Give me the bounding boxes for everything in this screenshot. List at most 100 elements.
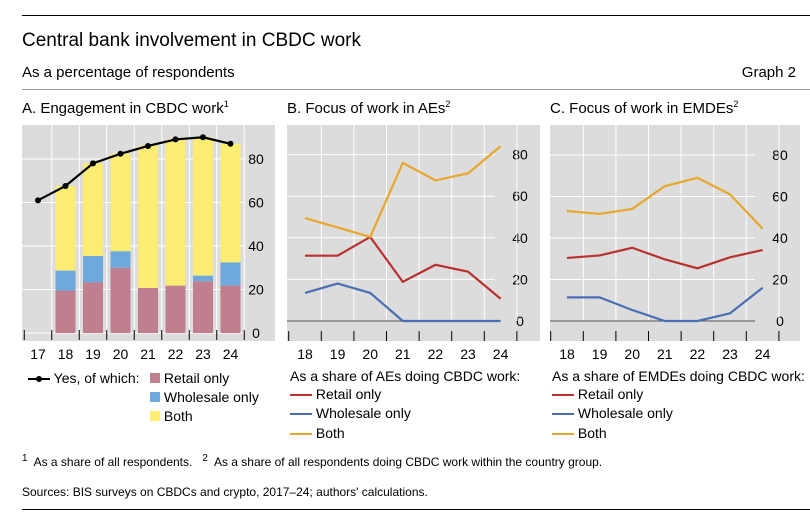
both-line: [304, 145, 502, 239]
bar-both: [220, 143, 241, 263]
legend-retail-bar: Retail only: [150, 370, 229, 386]
yes-point: [145, 142, 151, 149]
both-swatch: [150, 411, 160, 421]
legend-c-retail: Retail only: [552, 386, 643, 402]
yes-line: [37, 136, 231, 202]
yes-line-swatch: [28, 376, 50, 383]
sources: Sources: BIS surveys on CBDCs and crypto…: [22, 485, 428, 499]
x-tick-label: 24: [223, 346, 239, 362]
bar-both: [55, 185, 76, 271]
x-tick-label: 23: [195, 346, 211, 362]
wholesale-line: [304, 282, 501, 323]
bar-wholesale: [83, 256, 103, 283]
x-tick-label: 17: [30, 346, 46, 362]
yes-point: [35, 197, 41, 204]
wholesale-line: [567, 286, 764, 323]
x-tick-label: 20: [113, 346, 129, 362]
legend-c-wholesale: Wholesale only: [552, 405, 673, 421]
panel-c-title: C. Focus of work in EMDEs2: [550, 99, 739, 117]
bar-retail: [110, 267, 131, 333]
x-tick-label: 18: [559, 346, 575, 362]
bar-both: [193, 137, 213, 276]
y-tick-label: 40: [248, 238, 264, 254]
graph-label: Graph 2: [741, 64, 796, 81]
legend-c-both: Both: [552, 425, 607, 441]
legend-b-wholesale: Wholesale only: [290, 405, 411, 421]
x-tick-label: 22: [690, 346, 706, 362]
y-tick-label: 80: [512, 147, 528, 163]
y-tick-label: 20: [772, 272, 788, 288]
x-tick-label: 21: [395, 346, 411, 362]
y-tick-label: 60: [248, 195, 264, 211]
y-tick-label: 20: [248, 282, 264, 298]
bar-both: [138, 145, 158, 288]
yes-point: [200, 134, 206, 141]
bar-both: [110, 153, 131, 252]
bar-retail: [83, 282, 103, 333]
y-tick-label: 80: [772, 147, 788, 163]
x-tick-label: 20: [624, 346, 640, 362]
yes-point: [90, 160, 96, 167]
yes-point: [117, 150, 124, 157]
x-tick-label: 24: [755, 346, 771, 362]
x-tick-label: 23: [722, 346, 738, 362]
yes-point: [62, 182, 69, 189]
x-tick-label: 19: [330, 346, 346, 362]
legend-c-title: As a share of EMDEs doing CBDC work:: [552, 368, 805, 384]
chart-title: Central bank involvement in CBDC work: [22, 30, 361, 51]
y-tick-label: 0: [516, 313, 524, 329]
x-tick-label: 18: [297, 346, 313, 362]
bar-wholesale: [193, 275, 213, 282]
retail-line: [305, 235, 502, 300]
bar-both: [83, 163, 103, 257]
legend-b-retail: Retail only: [290, 386, 381, 402]
bottom-rule: [22, 509, 810, 510]
x-tick-label: 21: [657, 346, 673, 362]
retail-swatch: [150, 373, 160, 383]
bar-retail: [165, 285, 186, 333]
x-tick-label: 20: [362, 346, 378, 362]
y-tick-label: 0: [776, 313, 784, 329]
y-tick-label: 20: [512, 271, 528, 287]
y-tick-label: 60: [512, 188, 528, 204]
top-rule: [22, 15, 810, 16]
legend-b-both: Both: [290, 425, 345, 441]
panel-b-title: B. Focus of work in AEs2: [287, 99, 451, 117]
x-tick-label: 22: [428, 346, 444, 362]
legend-b-title: As a share of AEs doing CBDC work:: [290, 368, 521, 384]
x-tick-label: 19: [592, 346, 608, 362]
y-tick-label: 0: [252, 325, 260, 341]
bar-wholesale: [55, 270, 76, 291]
legend-yes: Yes, of which:: [28, 370, 140, 386]
bar-retail: [138, 287, 158, 333]
wholesale-swatch: [150, 392, 160, 402]
x-tick-label: 18: [58, 346, 74, 362]
bar-retail: [193, 281, 213, 333]
x-tick-label: 24: [493, 346, 509, 362]
legend-both-bar: Both: [150, 408, 193, 424]
legend-wholesale-bar: Wholesale only: [150, 389, 259, 405]
x-tick-label: 19: [85, 346, 101, 362]
x-tick-label: 22: [168, 346, 184, 362]
bar-wholesale: [220, 262, 241, 286]
footnotes: 1 As a share of all respondents. 2 As a …: [22, 453, 603, 469]
y-tick-label: 40: [512, 230, 528, 246]
retail-line: [566, 246, 763, 270]
bar-retail: [55, 290, 76, 333]
bar-wholesale: [110, 251, 131, 268]
x-tick-label: 23: [460, 346, 476, 362]
yes-point: [227, 140, 234, 147]
y-tick-label: 40: [772, 230, 788, 246]
both-line: [566, 176, 764, 230]
bar-both: [165, 139, 186, 286]
panel-a-title: A. Engagement in CBDC work1: [22, 99, 229, 117]
plot-background: [550, 125, 800, 341]
plot-background: [287, 125, 540, 341]
y-tick-label: 80: [248, 151, 264, 167]
chart-subtitle: As a percentage of respondents: [22, 64, 235, 81]
header-rule: [22, 89, 810, 90]
x-tick-label: 21: [140, 346, 156, 362]
bar-retail: [220, 285, 241, 333]
yes-point: [172, 136, 179, 143]
